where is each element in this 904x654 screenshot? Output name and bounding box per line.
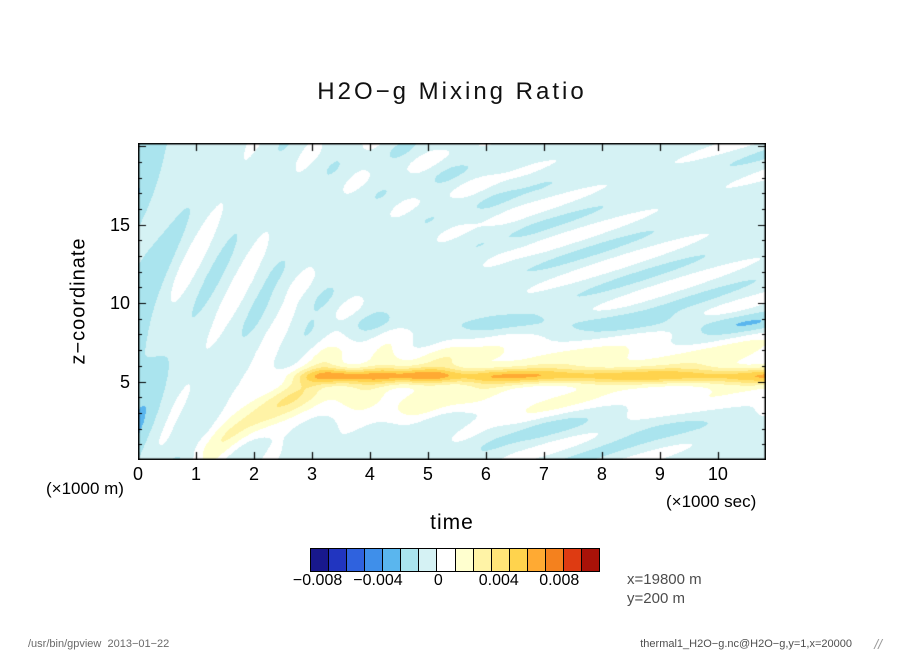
colorbar-cell — [473, 549, 492, 571]
x-axis-label: time — [430, 511, 474, 534]
x-tick-label: 2 — [248, 464, 259, 484]
x-tick-label: 5 — [422, 464, 433, 484]
slice-annotation-x: x=19800 m — [627, 571, 702, 588]
slice-annotation-y: y=200 m — [627, 590, 685, 607]
colorbar — [310, 548, 600, 572]
colorbar-cell — [545, 549, 564, 571]
dcl-logo: // — [874, 636, 882, 652]
colorbar-cell — [311, 549, 330, 571]
x-axis-unit: (×1000 sec) — [666, 492, 757, 511]
colorbar-cell — [527, 549, 546, 571]
colorbar-tick-label: −0.004 — [353, 572, 403, 589]
colorbar-cell — [365, 549, 384, 571]
x-tick-label: 3 — [306, 464, 317, 484]
colorbar-cell — [347, 549, 366, 571]
colorbar-cell — [491, 549, 510, 571]
x-tick-label: 4 — [364, 464, 375, 484]
colorbar-cell — [455, 549, 474, 571]
colorbar-cell — [419, 549, 438, 571]
x-tick-label: 8 — [596, 464, 607, 484]
x-tick-label: 6 — [480, 464, 491, 484]
colorbar-cell — [401, 549, 420, 571]
x-tick-label: 1 — [190, 464, 201, 484]
colorbar-cell — [383, 549, 402, 571]
x-tick-label: 10 — [707, 464, 728, 484]
command-footer: /usr/bin/gpview 2013−01−22 — [28, 638, 170, 650]
colorbar-tick-label: 0 — [433, 572, 443, 589]
x-tick-label: 0 — [132, 464, 144, 484]
y-tick-label: 10 — [109, 293, 130, 314]
colorbar-tick-label: 0.004 — [478, 572, 519, 589]
chart-title: H2O−g Mixing Ratio — [317, 78, 587, 105]
colorbar-cell — [437, 549, 456, 571]
source-footer: thermal1_H2O−g.nc@H2O−g,y=1,x=20000 — [640, 638, 852, 650]
colorbar-cell — [563, 549, 582, 571]
colorbar-cell — [509, 549, 528, 571]
contour-plot — [138, 143, 766, 460]
colorbar-tick-label: −0.008 — [292, 572, 343, 589]
x-tick-label: 9 — [654, 464, 665, 484]
y-tick-label: 5 — [119, 371, 130, 392]
colorbar-cell — [329, 549, 348, 571]
colorbar-tick-label: 0.008 — [539, 572, 580, 589]
x-tick-label: 7 — [538, 464, 549, 484]
colorbar-cell — [581, 549, 599, 571]
y-axis-unit: (×1000 m) — [46, 479, 124, 498]
y-tick-label: 15 — [109, 214, 130, 235]
